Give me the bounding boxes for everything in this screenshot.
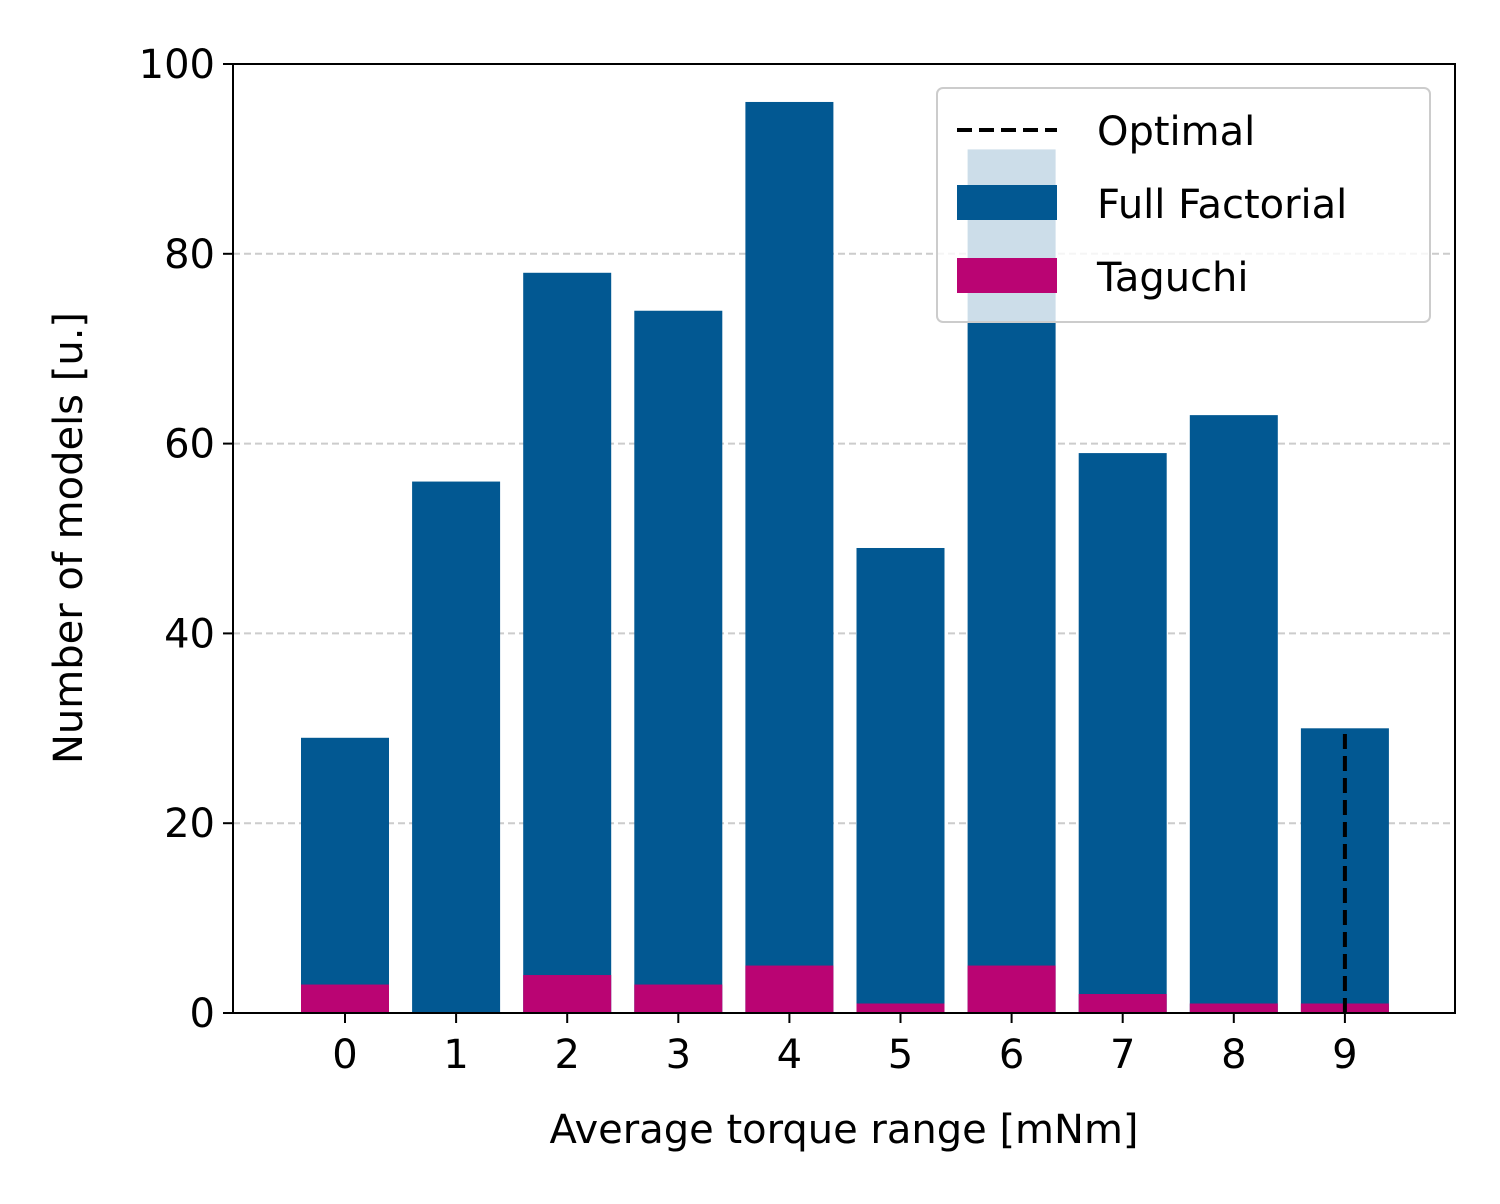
legend-full-factorial-swatch <box>957 185 1057 220</box>
y-tick-label: 100 <box>139 42 215 88</box>
bar-full-factorial-7 <box>1078 453 1167 1014</box>
bar-taguchi-8 <box>1189 1003 1278 1013</box>
y-tick-label: 20 <box>164 801 215 847</box>
bar-taguchi-5 <box>856 1003 945 1013</box>
x-axis-label: Average torque range [mNm] <box>549 1107 1138 1153</box>
x-tick-label: 6 <box>999 1032 1024 1078</box>
bar-full-factorial-8 <box>1189 415 1278 1013</box>
bar-full-factorial-0 <box>301 737 389 1013</box>
bar-taguchi-4 <box>745 965 834 1013</box>
x-tick-label: 2 <box>554 1032 579 1078</box>
y-tick-label: 60 <box>164 422 215 468</box>
bar-taguchi-6 <box>967 965 1056 1013</box>
legend: Optimal Full Factorial Taguchi <box>936 87 1431 323</box>
bar-full-factorial-4 <box>745 101 834 1013</box>
x-tick-label: 8 <box>1221 1032 1246 1078</box>
bar-taguchi-2 <box>523 975 612 1013</box>
bar-full-factorial-2 <box>523 272 612 1013</box>
bars-layer <box>301 101 1389 1014</box>
x-tick-label: 0 <box>332 1032 357 1078</box>
legend-optimal-label: Optimal <box>1097 109 1255 155</box>
x-tick-label: 3 <box>666 1032 691 1078</box>
y-axis-label: Number of models [u.] <box>46 312 92 764</box>
legend-taguchi-label: Taguchi <box>1096 255 1249 301</box>
bar-full-factorial-5 <box>856 547 945 1013</box>
x-tick-label: 1 <box>443 1032 468 1078</box>
bar-taguchi-0 <box>301 984 389 1013</box>
x-tick-label: 4 <box>777 1032 802 1078</box>
legend-full-factorial-label: Full Factorial <box>1097 182 1347 228</box>
x-tick-label: 9 <box>1332 1032 1357 1078</box>
bar-full-factorial-1 <box>412 481 501 1013</box>
x-tick-label: 5 <box>888 1032 913 1078</box>
axes-layer: 0 1 2 3 4 5 6 7 8 9 0 20 40 60 80 100 <box>139 42 1358 1078</box>
legend-box <box>936 87 1431 323</box>
bar-full-factorial-3 <box>634 310 723 1013</box>
bar-taguchi-7 <box>1078 994 1167 1013</box>
bar-taguchi-3 <box>634 984 723 1013</box>
legend-taguchi-swatch <box>957 258 1057 293</box>
y-tick-label: 80 <box>164 232 215 278</box>
y-tick-label: 40 <box>164 611 215 657</box>
x-tick-label: 7 <box>1110 1032 1135 1078</box>
y-tick-label: 0 <box>190 991 215 1037</box>
plot-frame <box>232 63 1456 1014</box>
